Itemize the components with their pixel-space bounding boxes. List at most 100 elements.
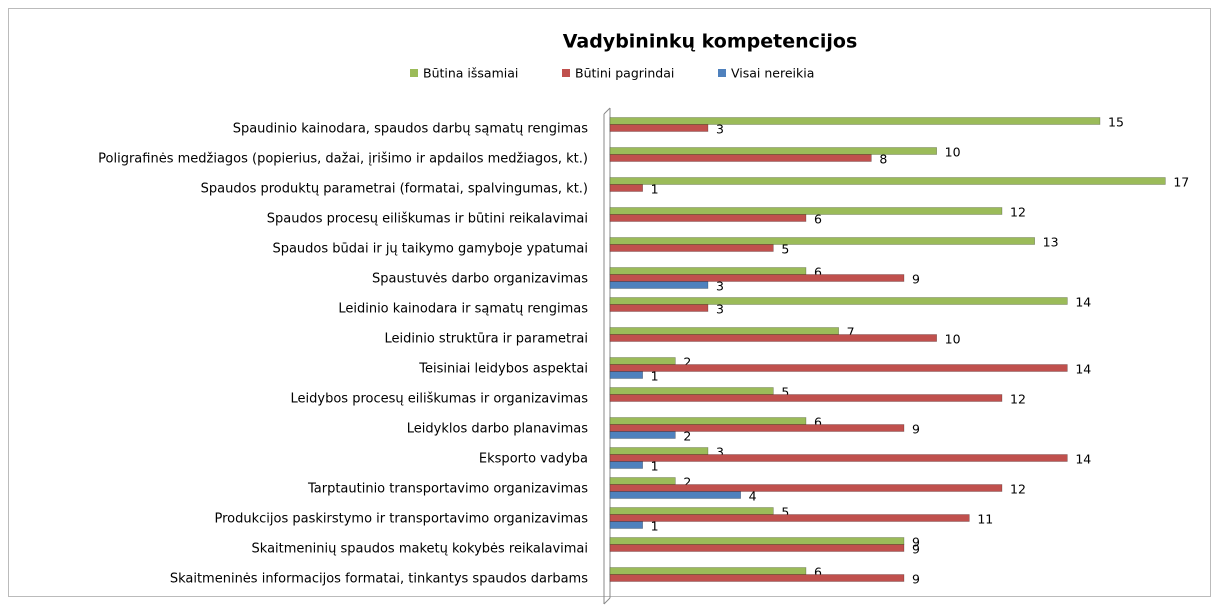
bar xyxy=(609,521,643,529)
bar xyxy=(609,304,709,312)
bar xyxy=(609,147,937,155)
data-label: 9 xyxy=(912,572,920,587)
bar xyxy=(609,537,905,545)
data-label: 9 xyxy=(912,272,920,287)
data-label: 5 xyxy=(781,385,789,400)
legend-swatch xyxy=(410,69,418,77)
bar xyxy=(609,387,774,395)
data-label: 1 xyxy=(651,182,659,197)
bar xyxy=(609,214,807,222)
data-label: 2 xyxy=(683,429,691,444)
data-label: 7 xyxy=(847,325,855,340)
bar xyxy=(609,371,643,379)
legend-swatch xyxy=(718,69,726,77)
bar xyxy=(609,567,807,575)
bar xyxy=(609,117,1101,125)
bar xyxy=(609,574,905,582)
data-label: 6 xyxy=(814,212,822,227)
data-label: 11 xyxy=(977,512,993,527)
category-label: Leidinio struktūra ir parametrai xyxy=(385,332,589,347)
category-label: Produkcijos paskirstymo ir transportavim… xyxy=(215,512,589,527)
data-label: 15 xyxy=(1108,115,1124,130)
bar xyxy=(609,417,807,425)
category-label: Leidinio kainodara ir sąmatų rengimas xyxy=(338,302,588,317)
bar xyxy=(609,177,1166,185)
bar xyxy=(609,364,1068,372)
bar xyxy=(609,327,839,335)
data-label: 5 xyxy=(781,505,789,520)
bar xyxy=(609,431,676,439)
y-axis-3d xyxy=(603,597,611,605)
data-label: 6 xyxy=(814,415,822,430)
category-label: Skaitmeninių spaudos maketų kokybės reik… xyxy=(252,542,588,557)
bar xyxy=(609,267,807,275)
data-label: 14 xyxy=(1075,362,1091,377)
chart-title: Vadybininkų kompetencijos xyxy=(563,31,858,53)
data-label: 5 xyxy=(781,242,789,257)
data-label: 3 xyxy=(716,445,724,460)
bar xyxy=(609,461,643,469)
category-label: Leidybos procesų eiliškumas ir organizav… xyxy=(291,392,589,407)
category-label: Spaudos procesų eiliškumas ir būtini rei… xyxy=(267,212,588,227)
data-label: 2 xyxy=(683,355,691,370)
data-label: 10 xyxy=(945,145,961,160)
data-label: 6 xyxy=(814,565,822,580)
bar xyxy=(609,274,905,282)
data-label: 2 xyxy=(683,475,691,490)
bar xyxy=(609,281,709,289)
bar xyxy=(609,124,709,132)
category-label: Tarptautinio transportavimo organizavima… xyxy=(307,482,588,497)
bar xyxy=(609,237,1035,245)
data-label: 3 xyxy=(716,279,724,294)
data-label: 14 xyxy=(1075,295,1091,310)
category-label: Spaudinio kainodara, spaudos darbų sąmat… xyxy=(233,122,589,137)
bar xyxy=(609,394,1003,402)
data-label: 10 xyxy=(945,332,961,347)
legend-label: Būtini pagrindai xyxy=(575,66,674,81)
category-label: Leidyklos darbo planavimas xyxy=(407,422,588,437)
bar xyxy=(609,207,1003,215)
category-label: Spaudos produktų parametrai (formatai, s… xyxy=(201,182,588,197)
bar xyxy=(609,184,643,192)
category-label: Spaudos būdai ir jų taikymo gamyboje ypa… xyxy=(272,242,588,257)
bar xyxy=(609,514,970,522)
bar xyxy=(609,544,905,552)
data-label: 9 xyxy=(912,535,920,550)
bar xyxy=(609,424,905,432)
bar xyxy=(609,154,872,162)
legend-swatch xyxy=(562,69,570,77)
bar xyxy=(609,484,1003,492)
bar xyxy=(609,447,709,455)
bar xyxy=(609,297,1068,305)
data-label: 14 xyxy=(1075,452,1091,467)
data-label: 17 xyxy=(1173,175,1189,190)
bar xyxy=(609,454,1068,462)
y-axis-3d xyxy=(603,107,611,115)
category-label: Teisiniai leidybos aspektai xyxy=(418,362,588,377)
data-label: 6 xyxy=(814,265,822,280)
data-label: 9 xyxy=(912,422,920,437)
data-label: 1 xyxy=(651,459,659,474)
legend-label: Būtina išsamiai xyxy=(423,66,518,81)
bar xyxy=(609,491,741,499)
data-label: 9 xyxy=(912,542,920,557)
category-label: Skaitmeninės informacijos formatai, tink… xyxy=(170,572,588,587)
category-label: Spaustuvės darbo organizavimas xyxy=(372,272,588,287)
category-label: Eksporto vadyba xyxy=(479,452,588,467)
data-label: 1 xyxy=(651,519,659,534)
data-label: 13 xyxy=(1043,235,1059,250)
bar xyxy=(609,357,676,365)
bar xyxy=(609,244,774,252)
legend-label: Visai nereikia xyxy=(731,66,814,81)
data-label: 12 xyxy=(1010,205,1026,220)
data-label: 12 xyxy=(1010,392,1026,407)
category-label: Poligrafinės medžiagos (popierius, dažai… xyxy=(98,152,588,167)
bar xyxy=(609,507,774,515)
data-label: 4 xyxy=(749,489,757,504)
data-label: 3 xyxy=(716,302,724,317)
data-label: 3 xyxy=(716,122,724,137)
data-label: 1 xyxy=(651,369,659,384)
data-label: 12 xyxy=(1010,482,1026,497)
bar xyxy=(609,477,676,485)
